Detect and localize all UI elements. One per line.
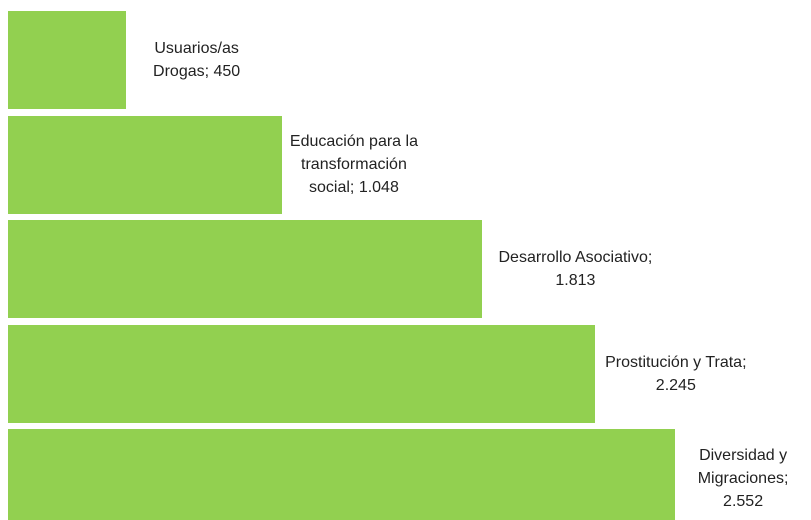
data-label: Diversidad y Migraciones; 2.552	[697, 446, 789, 510]
bar	[8, 11, 126, 109]
data-label: Prostitución y Trata; 2.245	[605, 353, 747, 394]
bar	[8, 429, 676, 520]
bar	[8, 220, 482, 318]
bar	[8, 324, 595, 423]
data-label: Usuarios/as Drogas; 450	[153, 40, 241, 80]
bar	[8, 115, 282, 214]
data-label: Educación para la transformación social;…	[289, 133, 418, 196]
data-label: Desarrollo Asociativo; 1.813	[498, 249, 653, 289]
